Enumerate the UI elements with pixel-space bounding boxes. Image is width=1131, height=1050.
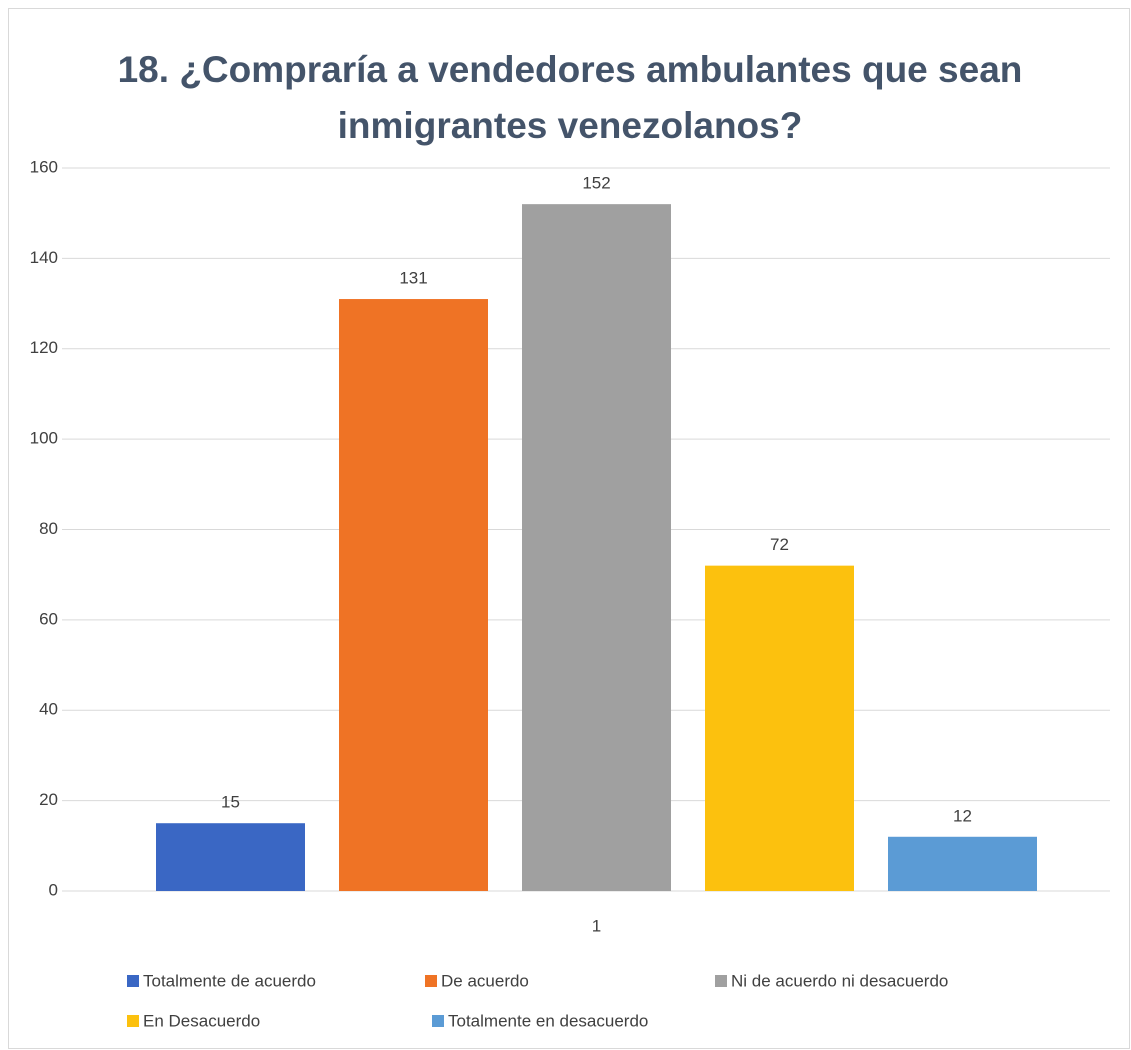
y-tick-label: 0 <box>49 880 58 899</box>
bar <box>705 565 854 891</box>
legend-swatch <box>425 975 437 987</box>
legend-swatch <box>127 975 139 987</box>
bar <box>888 836 1037 891</box>
legend-label: Totalmente en desacuerdo <box>448 1011 648 1030</box>
y-tick-label: 20 <box>39 790 58 809</box>
legend-label: En Desacuerdo <box>143 1011 260 1030</box>
data-label: 15 <box>221 793 240 812</box>
legend-swatch <box>715 975 727 987</box>
legend-swatch <box>432 1015 444 1027</box>
chart-border <box>8 8 1130 1049</box>
y-tick-label: 120 <box>30 338 58 357</box>
legend-label: Ni de acuerdo ni desacuerdo <box>731 971 948 990</box>
y-tick-label: 60 <box>39 609 58 628</box>
y-tick-label: 140 <box>30 248 58 267</box>
y-tick-label: 40 <box>39 700 58 719</box>
data-label: 72 <box>770 535 789 554</box>
data-label: 12 <box>953 806 972 825</box>
data-label: 131 <box>399 269 427 288</box>
data-label: 152 <box>582 174 610 193</box>
legend-label: Totalmente de acuerdo <box>143 971 316 990</box>
x-tick-label: 1 <box>592 916 601 935</box>
chart-title: 18. ¿Compraría a vendedores ambulantes q… <box>117 49 1023 146</box>
y-tick-label: 80 <box>39 519 58 538</box>
bar <box>522 204 671 891</box>
y-tick-label: 100 <box>30 429 58 448</box>
y-tick-label: 160 <box>30 157 58 176</box>
legend-label: De acuerdo <box>441 971 529 990</box>
legend-swatch <box>127 1015 139 1027</box>
bar <box>156 823 305 891</box>
bar <box>339 299 488 891</box>
